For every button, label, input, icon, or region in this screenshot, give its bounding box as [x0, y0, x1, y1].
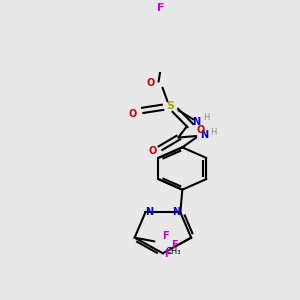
Text: H: H	[210, 128, 216, 137]
Text: O: O	[146, 78, 155, 88]
Text: N: N	[172, 207, 180, 217]
Text: S: S	[167, 101, 174, 111]
Text: F: F	[162, 231, 169, 241]
Text: N: N	[200, 130, 208, 140]
Text: CH₃: CH₃	[166, 247, 181, 256]
Text: N: N	[192, 117, 200, 128]
Text: F: F	[171, 240, 178, 250]
Text: F: F	[164, 249, 171, 259]
Text: O: O	[196, 125, 204, 135]
Text: N: N	[145, 207, 153, 217]
Text: H: H	[203, 113, 209, 122]
Text: O: O	[129, 109, 137, 119]
Text: F: F	[157, 3, 164, 13]
Text: O: O	[148, 146, 157, 156]
